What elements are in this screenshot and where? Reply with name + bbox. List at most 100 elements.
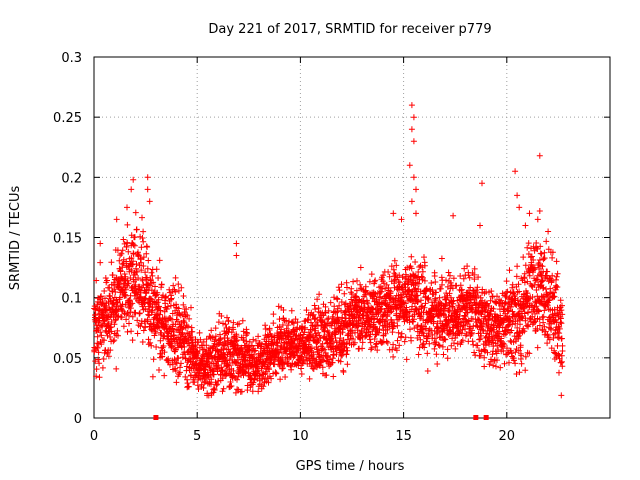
data-point bbox=[528, 253, 535, 260]
data-point bbox=[408, 198, 415, 205]
data-point bbox=[512, 168, 519, 175]
data-point bbox=[509, 321, 516, 328]
data-point bbox=[558, 352, 565, 359]
data-point bbox=[126, 297, 133, 303]
data-point bbox=[481, 354, 488, 361]
data-point bbox=[219, 388, 226, 395]
data-point bbox=[502, 327, 508, 334]
data-point bbox=[239, 317, 246, 324]
data-point bbox=[425, 294, 432, 301]
data-point bbox=[368, 346, 374, 353]
data-point bbox=[506, 359, 512, 366]
data-point bbox=[532, 318, 539, 325]
data-point bbox=[442, 336, 449, 343]
data-point bbox=[372, 277, 379, 284]
data-point bbox=[119, 247, 126, 254]
data-point bbox=[178, 360, 184, 367]
data-point bbox=[148, 269, 155, 276]
data-point bbox=[115, 332, 121, 339]
data-point bbox=[144, 186, 151, 193]
data-point bbox=[378, 288, 385, 295]
data-point bbox=[407, 326, 413, 333]
data-point bbox=[314, 296, 321, 303]
data-point bbox=[437, 285, 444, 292]
data-point bbox=[359, 345, 366, 352]
data-point bbox=[330, 338, 336, 345]
data-point bbox=[393, 262, 400, 269]
data-point bbox=[144, 316, 151, 323]
x-tick-label: 20 bbox=[499, 429, 516, 444]
data-point bbox=[114, 299, 121, 306]
data-point bbox=[306, 375, 313, 382]
data-point bbox=[140, 238, 147, 245]
data-point bbox=[402, 334, 409, 341]
data-point bbox=[134, 330, 141, 337]
data-point bbox=[288, 344, 295, 351]
data-point bbox=[183, 363, 190, 370]
data-point bbox=[418, 297, 424, 304]
data-point bbox=[147, 339, 154, 346]
data-point bbox=[541, 249, 548, 256]
data-point bbox=[413, 210, 419, 217]
data-point bbox=[224, 362, 231, 369]
data-point bbox=[513, 273, 520, 280]
data-point bbox=[455, 316, 462, 323]
data-point bbox=[249, 354, 256, 361]
data-point bbox=[246, 338, 253, 345]
data-point bbox=[122, 291, 129, 298]
data-point bbox=[161, 349, 168, 356]
data-point bbox=[194, 348, 201, 355]
data-point bbox=[469, 338, 476, 345]
data-point bbox=[219, 375, 226, 382]
data-point bbox=[144, 244, 151, 250]
data-point bbox=[323, 372, 330, 379]
data-point bbox=[330, 352, 337, 359]
data-point bbox=[157, 307, 164, 314]
data-point bbox=[106, 284, 113, 291]
data-point bbox=[556, 325, 563, 332]
data-point bbox=[225, 318, 232, 325]
data-point bbox=[506, 267, 513, 274]
data-point bbox=[452, 345, 459, 352]
data-point bbox=[554, 284, 561, 290]
data-point bbox=[522, 353, 529, 360]
data-point bbox=[524, 244, 531, 251]
data-point bbox=[531, 264, 538, 271]
data-point bbox=[148, 342, 155, 349]
data-point bbox=[518, 360, 525, 367]
data-point bbox=[277, 342, 284, 349]
data-point bbox=[181, 343, 188, 350]
data-point bbox=[506, 314, 513, 321]
data-point bbox=[484, 349, 491, 356]
data-point bbox=[215, 319, 222, 326]
data-point bbox=[153, 299, 160, 306]
data-point bbox=[540, 319, 547, 326]
data-point bbox=[228, 383, 235, 389]
data-point bbox=[408, 102, 415, 109]
data-point bbox=[217, 331, 223, 338]
data-point bbox=[179, 325, 186, 332]
data-point bbox=[108, 328, 115, 335]
data-point bbox=[549, 272, 556, 279]
data-point bbox=[206, 363, 212, 369]
data-point bbox=[498, 335, 505, 342]
data-point bbox=[448, 342, 455, 349]
data-point bbox=[450, 275, 457, 282]
data-point bbox=[433, 351, 440, 358]
data-point bbox=[120, 323, 127, 330]
data-point bbox=[302, 324, 309, 331]
data-point bbox=[266, 366, 273, 373]
data-point bbox=[367, 339, 374, 346]
data-point bbox=[91, 348, 98, 355]
data-point bbox=[430, 318, 437, 325]
x-tick-label: 15 bbox=[395, 429, 412, 444]
data-point bbox=[503, 330, 510, 337]
data-point bbox=[130, 176, 137, 183]
data-point bbox=[273, 370, 280, 377]
data-point bbox=[460, 275, 467, 282]
data-point bbox=[279, 322, 286, 328]
data-point bbox=[443, 296, 450, 303]
data-point bbox=[520, 254, 527, 261]
data-point bbox=[559, 363, 566, 370]
data-point bbox=[334, 296, 341, 303]
